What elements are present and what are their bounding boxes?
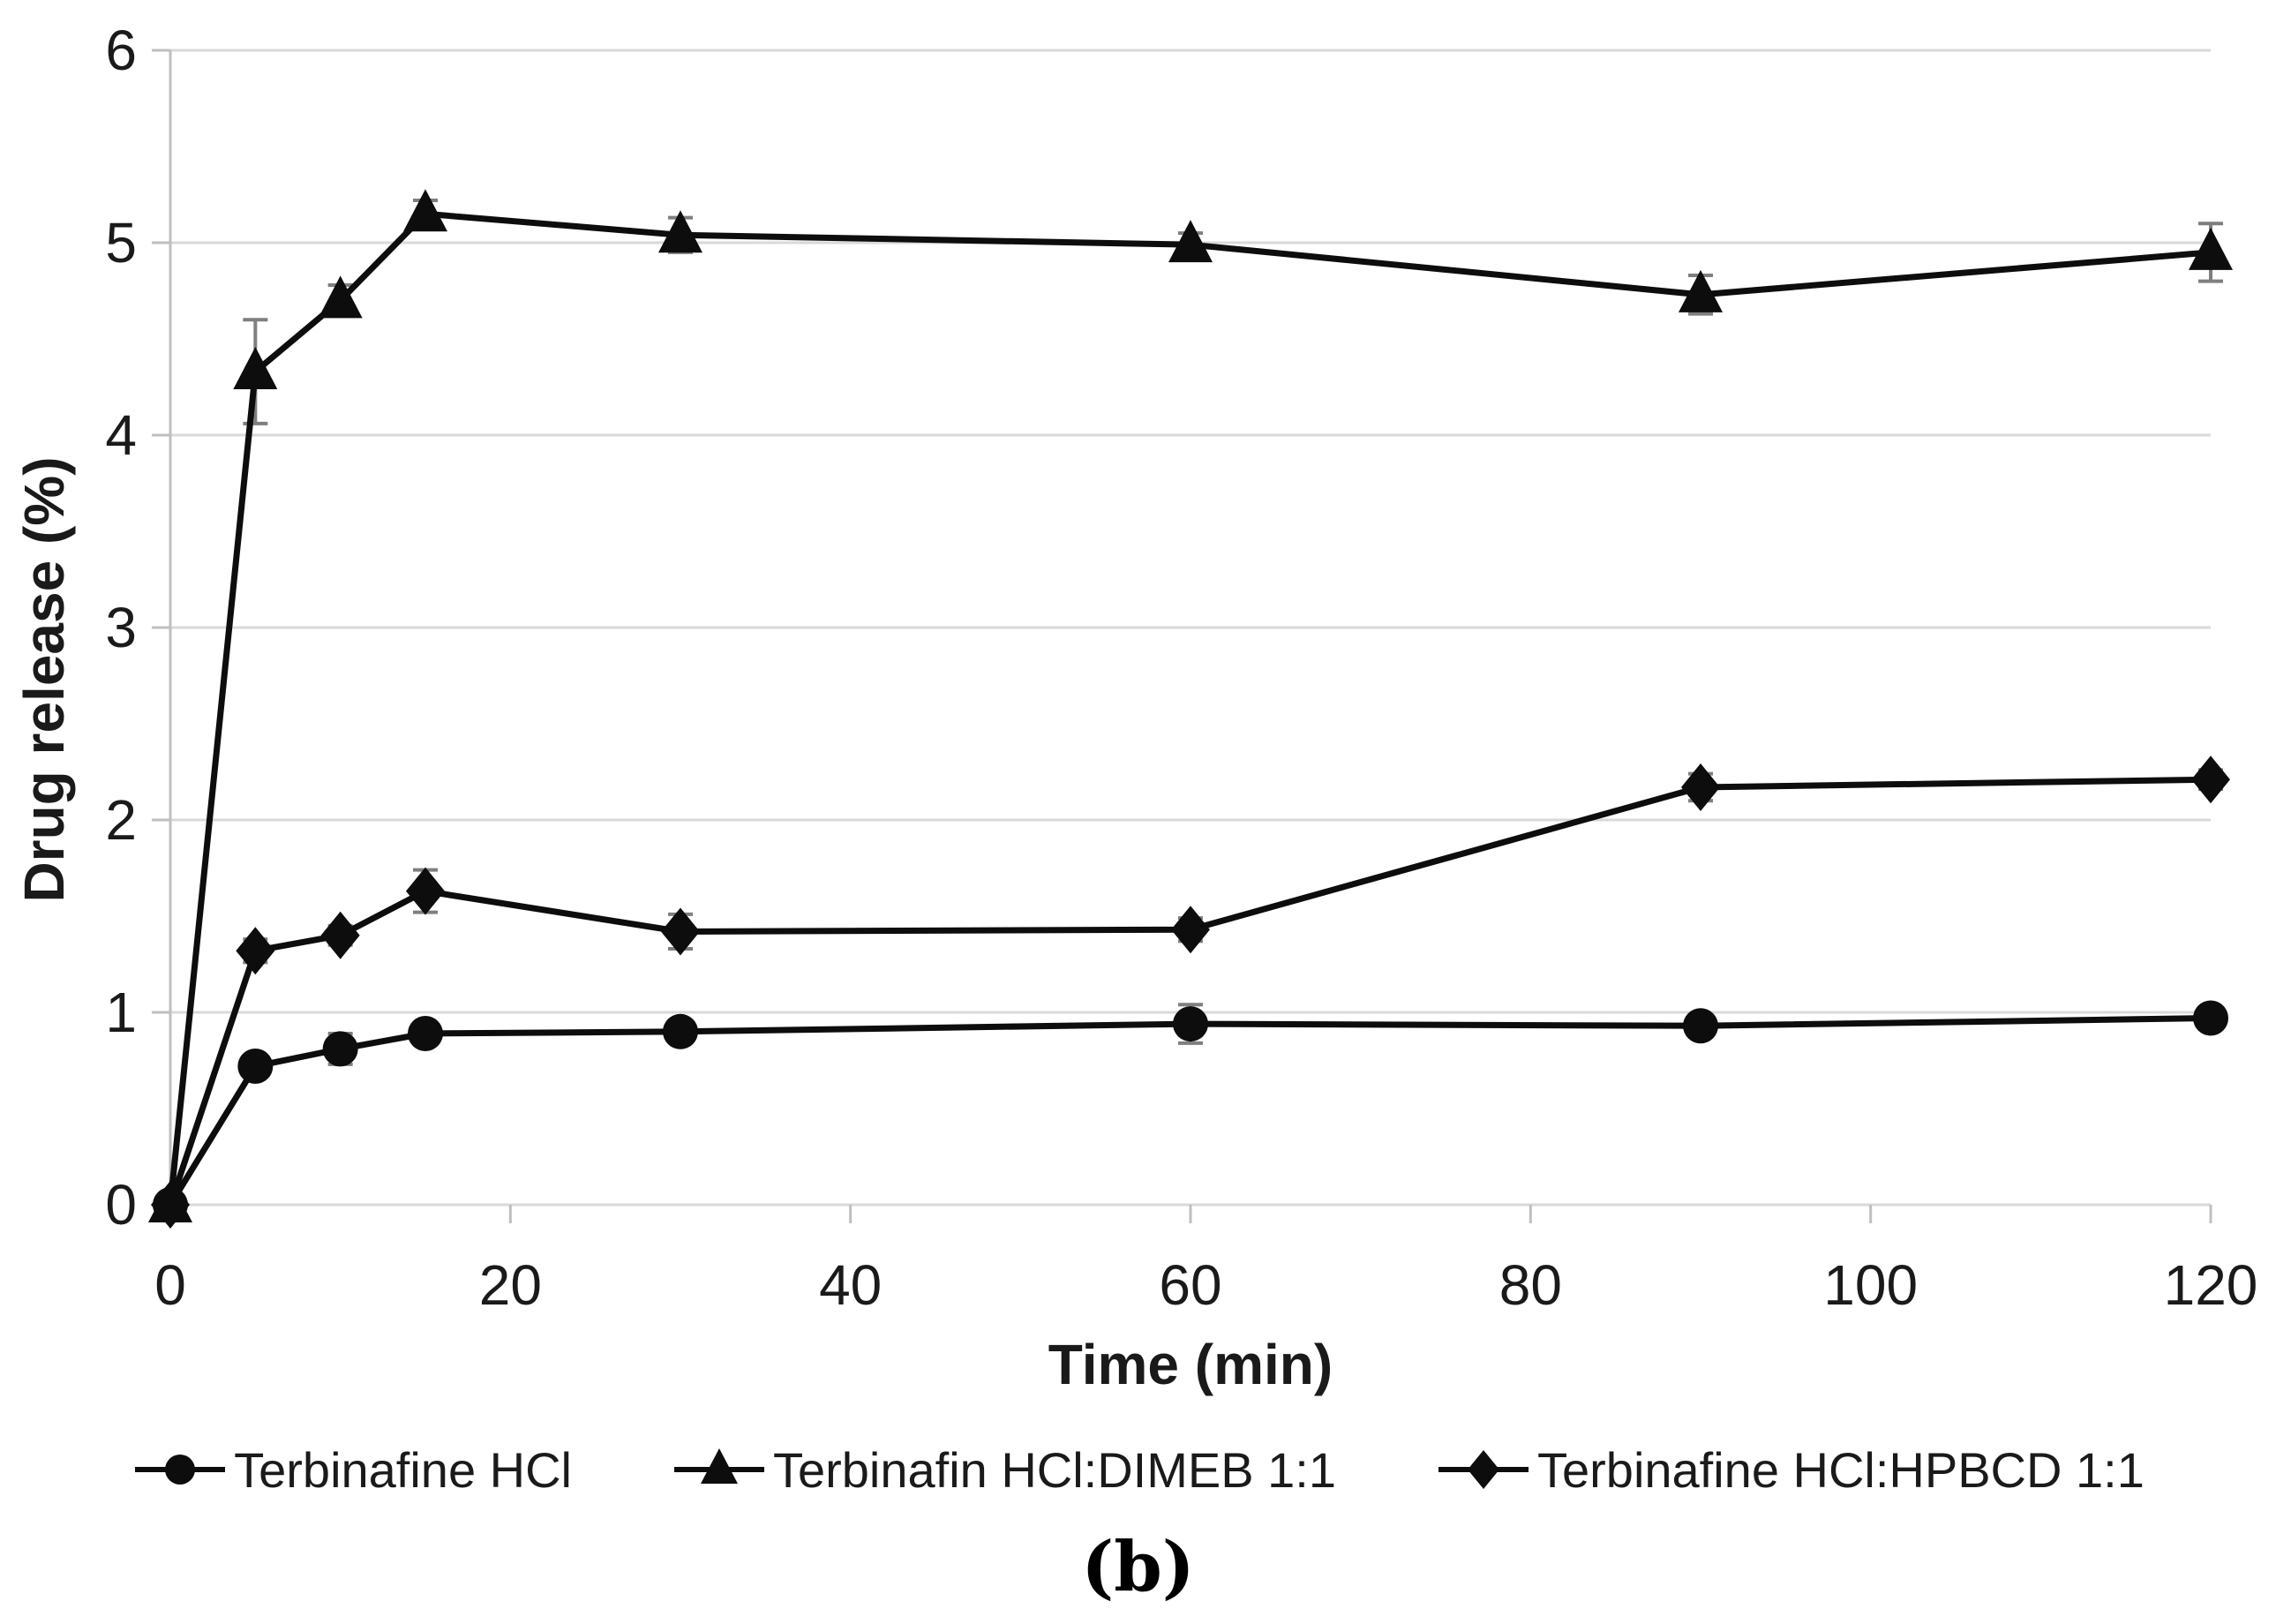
diamond-marker — [1681, 763, 1720, 811]
x-tick-label-60: 60 — [1159, 1253, 1221, 1317]
y-tick-label-5: 5 — [105, 211, 137, 274]
triangle-marker — [658, 210, 702, 253]
diamond-marker — [2191, 756, 2230, 804]
x-tick-label-120: 120 — [2164, 1253, 2258, 1317]
diamond-marker — [661, 907, 700, 956]
circle-marker — [237, 1049, 274, 1085]
legend-item-terbinafine-hcl-hpbcd: Terbinafine HCl:HPBCD 1:1 — [1435, 1439, 2145, 1500]
x-tick-label-80: 80 — [1499, 1253, 1562, 1317]
y-tick-label-3: 3 — [105, 596, 137, 659]
y-tick-label-4: 4 — [105, 403, 137, 467]
legend-item-terbinafin-hcl-dimeb: Terbinafin HCl:DIMEB 1:1 — [671, 1439, 1336, 1500]
circle-marker — [663, 1013, 698, 1049]
y-tick-label-1: 1 — [105, 981, 137, 1044]
diamond-marker — [151, 1181, 190, 1229]
circle-marker — [1683, 1008, 1718, 1044]
circle-marker — [2193, 1000, 2228, 1036]
series-line — [167, 776, 2212, 1207]
x-tick-label-100: 100 — [1823, 1253, 1918, 1317]
circle-marker — [408, 1015, 443, 1051]
diamond-marker-icon — [1438, 1450, 1529, 1489]
triangle-marker — [2189, 227, 2233, 270]
legend-item-terbinafine-hcl: Terbinafine HCl — [131, 1439, 572, 1500]
data-series — [148, 189, 2233, 1229]
series-triangle — [148, 189, 2233, 1222]
y-tick-label-2: 2 — [105, 788, 137, 852]
triangle-marker — [233, 347, 278, 390]
x-axis-title: Time (min) — [1048, 1333, 1333, 1396]
figure-caption: (b) — [1081, 1527, 1195, 1607]
x-tick-label-40: 40 — [819, 1253, 882, 1317]
diamond-marker — [1171, 906, 1210, 954]
triangle-marker — [1679, 269, 1723, 312]
y-axis-title: Drug release (%) — [12, 456, 76, 902]
axes — [152, 49, 2212, 1223]
legend-label: Terbinafin HCl:DIMEB 1:1 — [772, 1441, 1336, 1498]
triangle-marker — [318, 275, 363, 319]
diamond-marker — [406, 867, 445, 915]
circle-marker — [322, 1031, 358, 1067]
triangle-marker — [1168, 220, 1213, 263]
y-tick-label-0: 0 — [105, 1173, 137, 1237]
diamond-marker — [236, 927, 275, 975]
x-tick-label-0: 0 — [154, 1253, 186, 1317]
triangle-marker-icon — [673, 1448, 764, 1484]
triangle-marker — [403, 189, 447, 232]
legend-label: Terbinafine HCl — [234, 1441, 572, 1498]
series-diamond — [151, 756, 2230, 1229]
y-tick-label-6: 6 — [105, 19, 137, 82]
legend-label: Terbinafine HCl:HPBCD 1:1 — [1537, 1441, 2145, 1498]
series-circle — [153, 1000, 2228, 1222]
diamond-marker — [320, 911, 360, 959]
circle-marker — [1173, 1006, 1208, 1042]
x-tick-label-20: 20 — [479, 1253, 542, 1317]
circle-marker-icon — [135, 1455, 226, 1485]
series-line — [168, 1015, 2212, 1207]
series-line — [167, 210, 2212, 1206]
chart-legend: Terbinafine HCl Terbinafin HCl:DIMEB 1:1… — [0, 1439, 2276, 1500]
